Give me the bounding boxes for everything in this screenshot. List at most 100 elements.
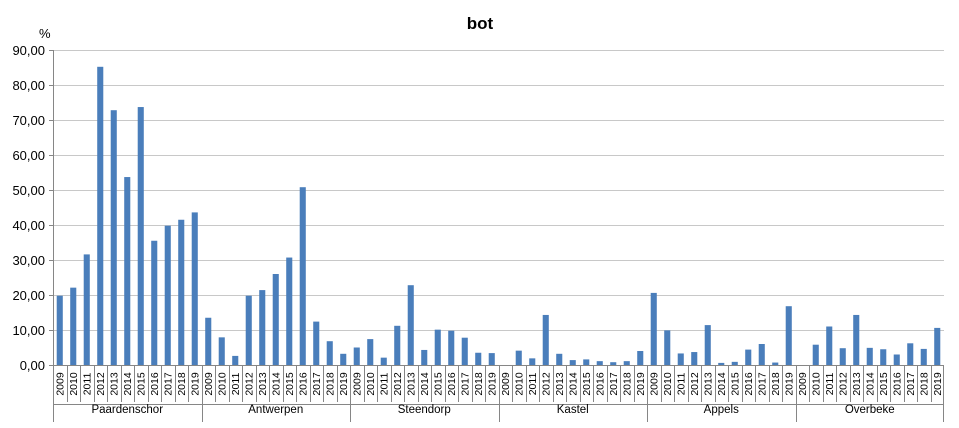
x-tick-label: 2016 <box>594 372 606 396</box>
chart-title: bot <box>467 14 494 33</box>
x-tick-label: 2017 <box>608 372 620 396</box>
bar <box>812 344 819 365</box>
bar <box>839 348 846 365</box>
x-tick-label: 2012 <box>95 372 107 396</box>
bar <box>380 357 387 365</box>
x-tick-label: 2013 <box>108 372 120 396</box>
x-tick-label: 2018 <box>473 372 485 396</box>
x-tick-label: 2018 <box>621 372 633 396</box>
x-tick-label: 2011 <box>230 373 242 396</box>
x-tick-label: 2013 <box>257 372 269 396</box>
bar <box>178 219 185 365</box>
bar <box>245 295 252 365</box>
bar <box>650 292 657 365</box>
x-tick-label: 2018 <box>918 372 930 396</box>
gridlines <box>53 50 944 331</box>
bar <box>623 361 630 365</box>
x-tick-label: 2014 <box>864 372 876 396</box>
bar <box>83 254 90 365</box>
group-label: Antwerpen <box>248 404 303 416</box>
x-tick-label: 2009 <box>500 372 512 396</box>
group-label: Appels <box>704 404 739 416</box>
x-tick-label: 2011 <box>824 373 836 396</box>
bar <box>542 314 549 365</box>
bar <box>488 353 495 365</box>
bar <box>421 349 428 365</box>
bar <box>272 274 279 365</box>
y-tick-label: 0,00 <box>20 358 45 373</box>
x-tick-label: 2014 <box>716 372 728 396</box>
x-tick-label: 2017 <box>756 372 768 396</box>
x-tick-label: 2010 <box>810 372 822 396</box>
bar <box>475 352 482 365</box>
x-tick-label: 2013 <box>405 372 417 396</box>
y-tick-label: 50,00 <box>12 183 45 198</box>
x-tick-label: 2018 <box>324 372 336 396</box>
bar <box>664 330 671 365</box>
bar <box>367 339 374 365</box>
bar <box>596 361 603 365</box>
bar <box>205 317 212 365</box>
x-tick-label: 2010 <box>513 372 525 396</box>
axes <box>49 50 944 422</box>
x-tick-label: 2014 <box>270 372 282 396</box>
bar <box>515 350 522 365</box>
bar <box>56 295 63 365</box>
bar <box>394 325 401 365</box>
bar <box>259 290 266 365</box>
bar <box>718 362 725 365</box>
x-tick-label: 2010 <box>365 372 377 396</box>
x-tick-label: 2012 <box>540 372 552 396</box>
bar <box>677 353 684 365</box>
bar <box>556 353 563 365</box>
bar <box>232 355 239 365</box>
group-labels: Paardenschor Antwerpen Steendorp Kastel Appe… <box>91 404 894 416</box>
x-tick-label: 2017 <box>905 372 917 396</box>
bar <box>313 321 320 365</box>
bar <box>326 341 333 365</box>
x-tick-label: 2019 <box>932 372 944 396</box>
bar <box>920 348 927 365</box>
bars <box>56 66 941 366</box>
x-tick-label: 2012 <box>392 372 404 396</box>
bar <box>164 225 171 365</box>
x-tick-label: 2019 <box>189 372 201 396</box>
x-tick-label: 2009 <box>797 372 809 396</box>
x-tick-label: 2015 <box>729 372 741 396</box>
x-tick-label: 2009 <box>54 372 66 396</box>
bar <box>137 107 144 366</box>
x-tick-label: 2013 <box>702 372 714 396</box>
bar <box>691 352 698 365</box>
x-tick-label: 2015 <box>878 372 890 396</box>
x-tick-label: 2015 <box>581 372 593 396</box>
bar <box>529 358 536 365</box>
group-label: Overbeke <box>845 404 895 416</box>
x-tick-label: 2012 <box>837 372 849 396</box>
bar <box>826 326 833 365</box>
y-tick-label: 20,00 <box>12 288 45 303</box>
x-tick-label: 2015 <box>284 372 296 396</box>
bar <box>880 349 887 365</box>
y-tick-label: 10,00 <box>12 323 45 338</box>
bar <box>866 347 873 365</box>
x-tick-label: 2009 <box>351 372 363 396</box>
x-tick-label: 2013 <box>554 372 566 396</box>
bar <box>893 354 900 365</box>
bar <box>461 337 468 365</box>
x-tick-label: 2019 <box>338 372 350 396</box>
x-tick-labels: 2009 2010 2011 2012 2013 2014 2015 2016 2017 2018… <box>54 372 944 396</box>
x-tick-label: 2019 <box>783 372 795 396</box>
bar <box>340 353 347 365</box>
x-tick-label: 2019 <box>635 372 647 396</box>
bar <box>110 110 117 365</box>
bar <box>637 351 644 365</box>
bar <box>704 325 711 365</box>
x-tick-label: 2017 <box>162 372 174 396</box>
bar <box>353 347 360 365</box>
x-tick-label: 2016 <box>743 372 755 396</box>
y-tick-label: 90,00 <box>12 43 45 58</box>
x-tick-label: 2017 <box>459 372 471 396</box>
bar <box>151 240 158 365</box>
